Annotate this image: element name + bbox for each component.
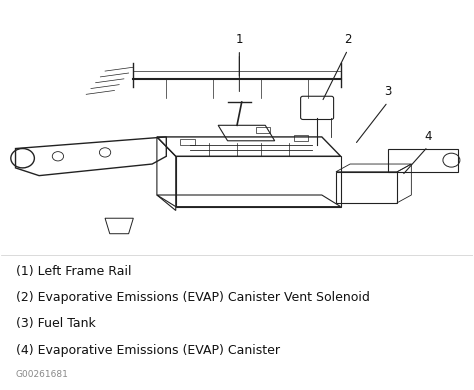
Text: 3: 3: [384, 85, 392, 98]
Bar: [181, 139, 195, 145]
Bar: [293, 135, 308, 141]
Text: 2: 2: [344, 33, 352, 46]
Text: 4: 4: [424, 130, 432, 143]
Text: (4) Evaporative Emissions (EVAP) Canister: (4) Evaporative Emissions (EVAP) Caniste…: [16, 344, 280, 357]
Text: (2) Evaporative Emissions (EVAP) Canister Vent Solenoid: (2) Evaporative Emissions (EVAP) Caniste…: [16, 291, 369, 304]
Bar: [256, 127, 270, 133]
Text: (3) Fuel Tank: (3) Fuel Tank: [16, 317, 95, 330]
Text: (1) Left Frame Rail: (1) Left Frame Rail: [16, 265, 131, 278]
Text: 1: 1: [236, 33, 243, 46]
Text: G00261681: G00261681: [16, 370, 68, 379]
